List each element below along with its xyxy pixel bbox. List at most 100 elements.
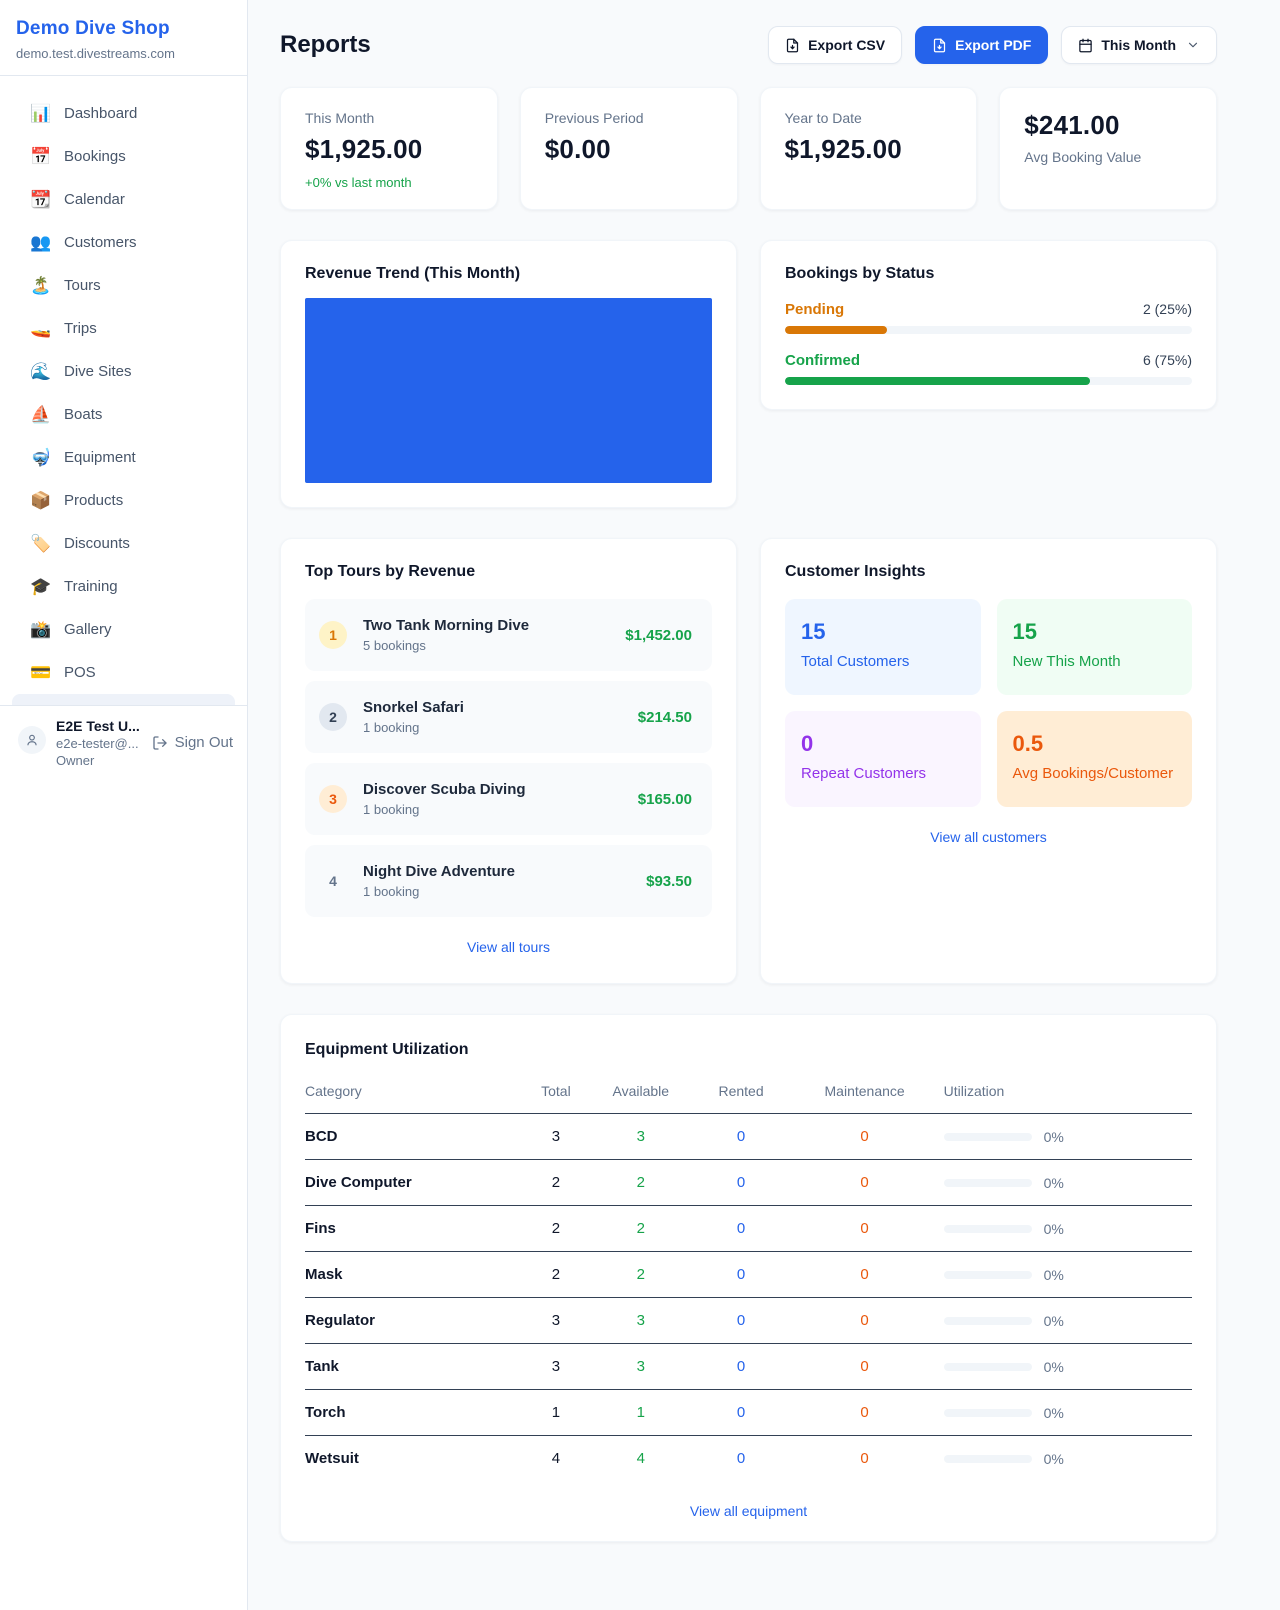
table-row: Torch 1 1 0 0 0% xyxy=(305,1389,1192,1436)
insight-box: 0 Repeat Customers xyxy=(785,711,981,807)
view-all-customers-link[interactable]: View all customers xyxy=(930,829,1047,845)
cell-available: 2 xyxy=(585,1159,697,1206)
table-row: BCD 3 3 0 0 0% xyxy=(305,1113,1192,1160)
calendar-icon xyxy=(1078,38,1093,53)
user-email: e2e-tester@... xyxy=(56,736,139,751)
cell-category: Tank xyxy=(305,1343,527,1390)
cell-available: 3 xyxy=(585,1113,697,1160)
insight-grid: 15 Total Customers 15 New This Month 0 R… xyxy=(785,599,1192,807)
tour-list-item: 1 Two Tank Morning Dive 5 bookings $1,45… xyxy=(305,599,712,671)
cell-utilization: 0% xyxy=(943,1205,1192,1252)
tour-meta: Snorkel Safari 1 booking xyxy=(363,699,622,735)
nav-item-label: Gallery xyxy=(64,621,112,638)
utilization-percent: 0% xyxy=(1043,1312,1064,1329)
tour-list: 1 Two Tank Morning Dive 5 bookings $1,45… xyxy=(305,599,712,917)
cell-maintenance: 0 xyxy=(785,1251,944,1298)
status-row: Confirmed 6 (75%) xyxy=(785,352,1192,385)
user-name: E2E Test U... xyxy=(56,718,140,734)
tour-name: Discover Scuba Diving xyxy=(363,781,526,798)
sidebar-item[interactable]: 📸 Gallery xyxy=(12,608,235,651)
export-pdf-button[interactable]: Export PDF xyxy=(915,26,1049,64)
cell-category: Mask xyxy=(305,1251,527,1298)
cell-category: Wetsuit xyxy=(305,1450,359,1467)
cell-total: 3 xyxy=(526,1297,586,1344)
stat-card-year-to-date: Year to Date $1,925.00 xyxy=(759,87,978,210)
status-bar-fill xyxy=(785,326,887,334)
cell-total: 2 xyxy=(526,1251,586,1298)
sidebar-item[interactable]: 📦 Products xyxy=(12,479,235,522)
cell-total: 3 xyxy=(526,1343,586,1390)
chevron-down-icon xyxy=(1186,38,1200,52)
stat-value: $0.00 xyxy=(544,134,611,164)
nav-item-icon: 📊 xyxy=(30,104,52,123)
export-csv-button[interactable]: Export CSV xyxy=(768,26,903,64)
status-list: Pending 2 (25%) Confirmed 6 (75%) xyxy=(785,301,1192,385)
view-all-equipment-link[interactable]: View all equipment xyxy=(689,1503,808,1519)
sidebar-item[interactable]: 💳 POS xyxy=(12,651,235,694)
sidebar-item[interactable]: 🎓 Training xyxy=(12,565,235,608)
cell-maintenance: 0 xyxy=(785,1343,944,1390)
stat-value: $241.00 xyxy=(1024,110,1120,140)
cell-available: 4 xyxy=(636,1450,645,1467)
status-value: 2 (25%) xyxy=(1142,301,1192,317)
insight-box: 15 Total Customers xyxy=(785,599,981,695)
nav-item-icon: ⛵ xyxy=(30,405,52,424)
cell-maintenance: 0 xyxy=(785,1113,944,1160)
user-icon xyxy=(25,733,39,747)
sidebar-header: Demo Dive Shop demo.test.divestreams.com xyxy=(0,0,247,76)
nav-item-icon: 👥 xyxy=(30,233,52,252)
sidebar-item[interactable]: 📊 Dashboard xyxy=(12,92,235,135)
nav-item-label: Tours xyxy=(64,277,101,294)
cell-maintenance: 0 xyxy=(785,1297,944,1344)
cell-rented: 0 xyxy=(696,1343,786,1390)
stat-value: $1,925.00 xyxy=(305,134,423,164)
insight-box: 15 New This Month xyxy=(996,599,1192,695)
nav-item-icon: 🌊 xyxy=(30,362,52,381)
view-all-tours-link[interactable]: View all tours xyxy=(466,939,550,955)
shop-domain: demo.test.divestreams.com xyxy=(16,46,175,61)
sidebar-item[interactable]: 🚤 Trips xyxy=(12,307,235,350)
utilization-bar xyxy=(943,1224,1032,1233)
nav-item-icon: 🤿 xyxy=(30,448,52,467)
status-value: 6 (75%) xyxy=(1142,352,1192,368)
revenue-trend-title: Revenue Trend (This Month) xyxy=(305,265,521,282)
tour-revenue: $214.50 xyxy=(637,708,692,726)
sidebar-item[interactable]: 👥 Customers xyxy=(12,221,235,264)
utilization-bar xyxy=(943,1132,1032,1141)
cell-utilization: 0% xyxy=(943,1436,1192,1482)
cell-utilization: 0% xyxy=(943,1113,1192,1160)
cell-rented: 0 xyxy=(696,1205,786,1252)
sidebar-item[interactable]: 🤿 Equipment xyxy=(12,436,235,479)
tour-name: Snorkel Safari xyxy=(363,699,464,716)
tour-revenue: $1,452.00 xyxy=(625,626,692,644)
top-tours-title: Top Tours by Revenue xyxy=(305,563,476,580)
header-actions: Export CSV Export PDF xyxy=(768,26,1217,64)
status-bar-fill xyxy=(785,377,1091,385)
nav-item-icon: 📸 xyxy=(30,620,52,639)
file-down-icon xyxy=(785,38,800,53)
utilization-bar xyxy=(943,1270,1032,1279)
sidebar-item[interactable]: ⛵ Boats xyxy=(12,393,235,436)
col-available: Available xyxy=(585,1075,697,1114)
insight-label: Avg Bookings/Customer xyxy=(1012,765,1174,782)
tour-revenue: $165.00 xyxy=(637,790,692,808)
sidebar-item[interactable]: 🏷️ Discounts xyxy=(12,522,235,565)
cell-total: 2 xyxy=(526,1159,586,1206)
nav-item-label: Products xyxy=(64,492,124,509)
rank-badge: 3 xyxy=(319,785,347,813)
sidebar-item[interactable]: 📆 Calendar xyxy=(12,178,235,221)
sidebar-item-reports-active[interactable] xyxy=(12,694,235,705)
utilization-percent: 0% xyxy=(1043,1220,1064,1237)
sign-out-button[interactable]: Sign Out xyxy=(152,734,233,751)
sidebar-item[interactable]: 📅 Bookings xyxy=(12,135,235,178)
main-content: Reports Export CSV E xyxy=(248,0,1280,1610)
tour-name: Night Dive Adventure xyxy=(363,863,515,880)
sidebar-item[interactable]: 🏝️ Tours xyxy=(12,264,235,307)
nav-item-label: Equipment xyxy=(64,449,136,466)
tour-bookings: 5 bookings xyxy=(363,638,426,653)
sidebar-item[interactable]: 🌊 Dive Sites xyxy=(12,350,235,393)
period-dropdown[interactable]: This Month xyxy=(1061,26,1217,64)
nav-item-icon: 📦 xyxy=(30,491,52,510)
tour-list-item: 4 Night Dive Adventure 1 booking $93.50 xyxy=(305,845,712,917)
nav-item-label: Discounts xyxy=(64,535,130,552)
